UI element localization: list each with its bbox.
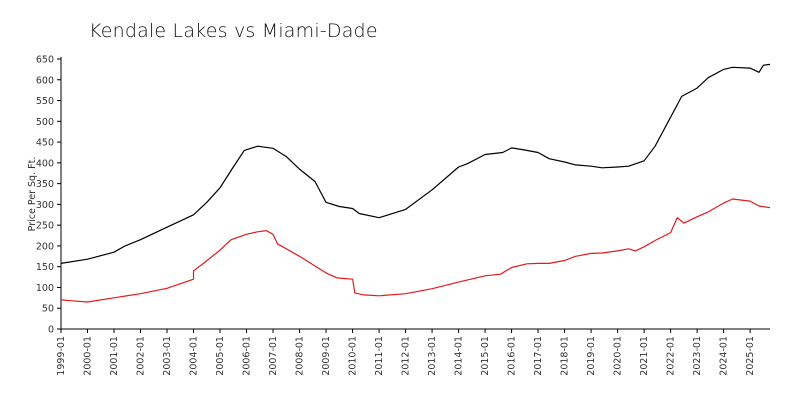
y-tick-label: 100 — [36, 283, 54, 294]
y-tick-label: 50 — [42, 304, 54, 315]
x-tick-label: 2013-01 — [427, 336, 438, 376]
y-axis: 0 50 100 150 200 250 300 350 400 450 500 550 600 650 — [36, 55, 62, 336]
x-tick-label: 2022-01 — [666, 336, 677, 376]
series-layer — [60, 63, 771, 303]
x-tick-label: 2021-01 — [639, 336, 650, 376]
x-tick-label: 2011-01 — [374, 336, 385, 376]
x-tick-label: 2012-01 — [401, 336, 412, 376]
y-tick-label: 250 — [36, 221, 54, 232]
y-tick-label: 0 — [48, 325, 54, 336]
x-tick-label: 2010-01 — [348, 336, 359, 376]
x-tick-label: 2008-01 — [295, 336, 306, 376]
x-tick-label: 2020-01 — [613, 336, 624, 376]
x-tick-label: 1999-01 — [56, 336, 67, 376]
x-axis: 1999-01 2000-01 2001-01 2002-01 2003-01 2004-… — [56, 328, 770, 376]
y-tick-label: 650 — [36, 55, 54, 66]
x-tick-label: 2003-01 — [162, 336, 173, 376]
x-tick-label: 2002-01 — [136, 336, 147, 376]
x-tick-label: 2006-01 — [242, 336, 253, 376]
x-tick-label: 2004-01 — [189, 336, 200, 376]
y-tick-label: 150 — [36, 262, 54, 273]
x-tick-label: 2014-01 — [454, 336, 465, 376]
x-tick-label: 2023-01 — [692, 336, 703, 376]
x-tick-label: 2015-01 — [480, 336, 491, 376]
x-tick-label: 2024-01 — [719, 336, 730, 376]
x-tick-label: 2019-01 — [586, 336, 597, 376]
y-tick-label: 450 — [36, 138, 54, 149]
x-tick-label: 2009-01 — [321, 336, 332, 376]
y-tick-label: 600 — [36, 75, 54, 86]
y-tick-label: 550 — [36, 96, 54, 107]
x-tick-label: 2018-01 — [560, 336, 571, 376]
series-line-1 — [60, 63, 771, 264]
y-tick-label: 500 — [36, 117, 54, 128]
x-tick-label: 2001-01 — [109, 336, 120, 376]
y-tick-label: 400 — [36, 158, 54, 169]
x-tick-label: 2000-01 — [83, 336, 94, 376]
chart-title: Kendale Lakes vs Miami-Dade — [89, 20, 378, 42]
x-tick-label: 2017-01 — [533, 336, 544, 376]
x-tick-label: 2007-01 — [268, 336, 279, 376]
x-tick-label: 2025-01 — [745, 336, 756, 376]
series-line-2 — [60, 198, 771, 303]
y-tick-label: 200 — [36, 241, 54, 252]
x-tick-label: 2016-01 — [507, 336, 518, 376]
x-tick-label: 2005-01 — [215, 336, 226, 376]
y-tick-label: 350 — [36, 179, 54, 190]
y-axis-title: Price Per Sq. Ft. — [27, 157, 38, 232]
y-tick-label: 300 — [36, 200, 54, 211]
